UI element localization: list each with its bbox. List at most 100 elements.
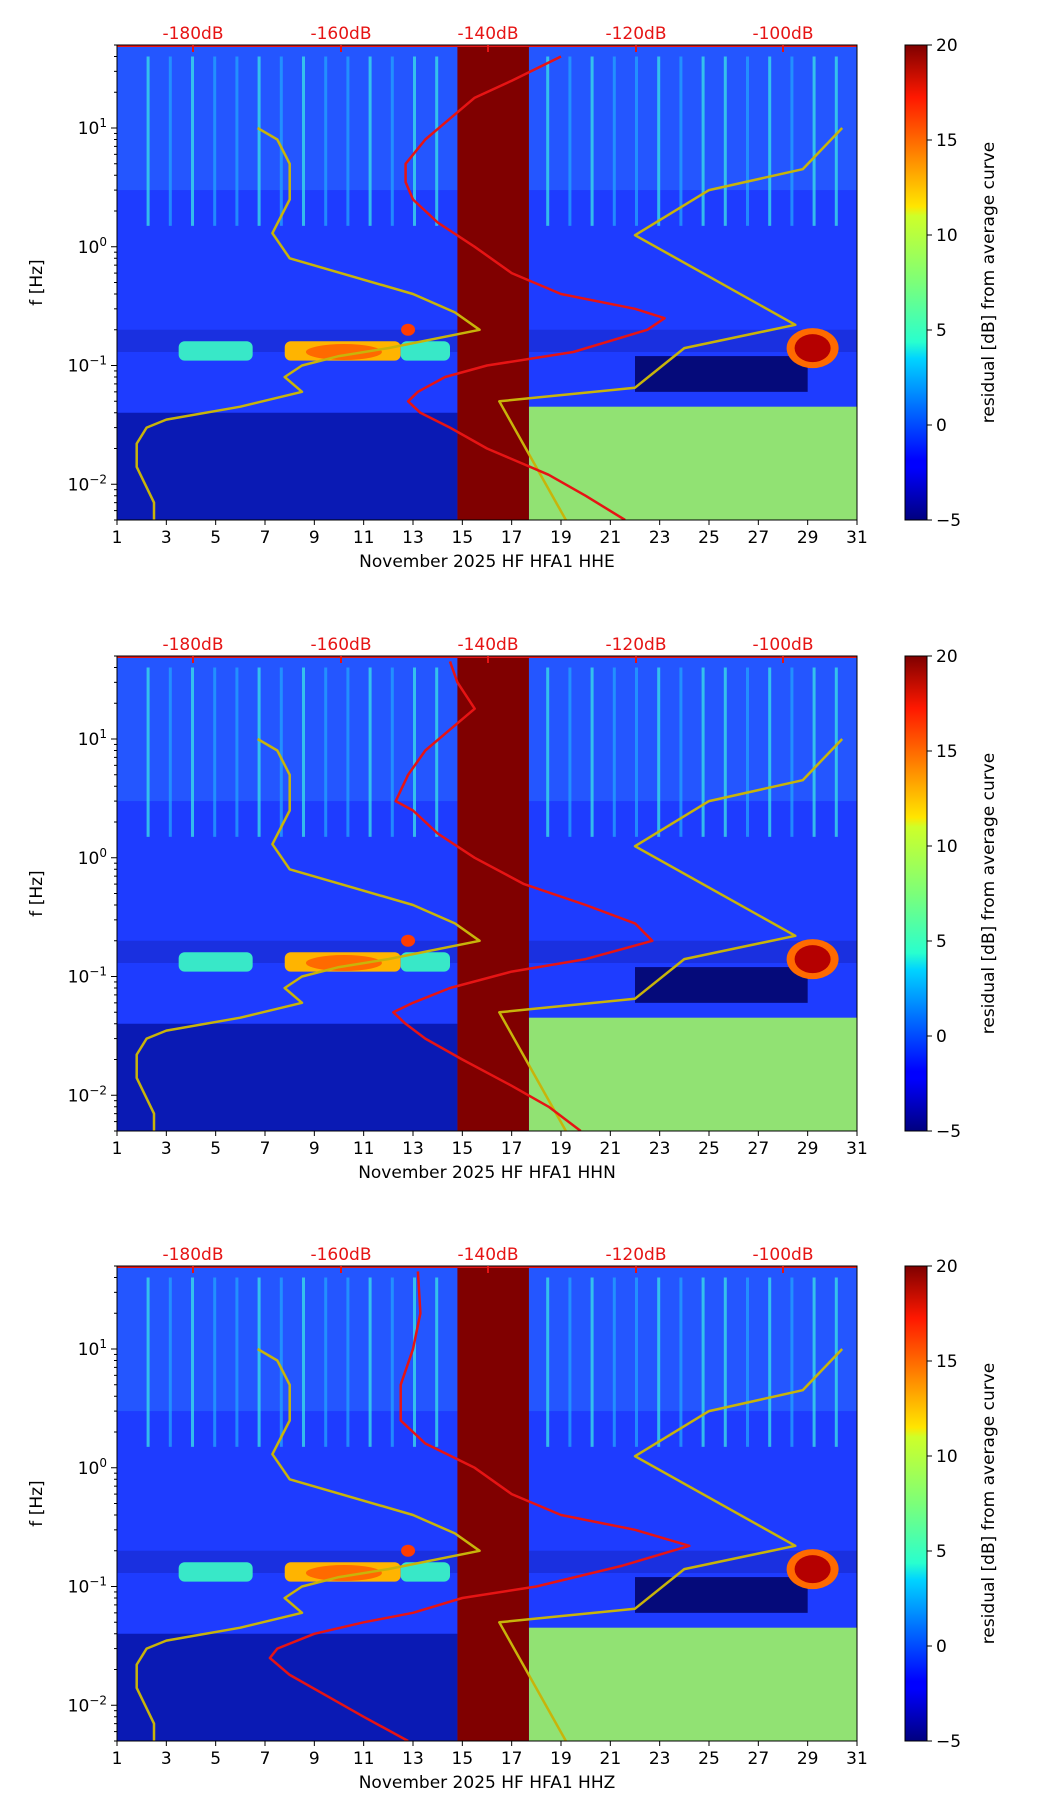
daily-streak <box>235 56 239 226</box>
top-db-label: -180dB <box>162 24 223 44</box>
daily-streak <box>279 1277 283 1447</box>
microseism-hotspot <box>305 1564 382 1581</box>
daily-streak <box>701 56 705 226</box>
y-tick-label: 101 <box>78 727 107 750</box>
x-tick-label: 13 <box>402 1139 424 1159</box>
x-tick-label: 5 <box>210 1749 221 1769</box>
daily-streak <box>324 56 328 226</box>
x-tick-label: 19 <box>550 528 572 548</box>
y-axis-label: f [Hz] <box>27 259 47 305</box>
y-tick-label: 10−2 <box>68 472 107 495</box>
x-axis-label: November 2025 HF HFA1 HHN <box>358 1163 616 1183</box>
colorbar-tick-label: 15 <box>936 742 958 762</box>
top-db-label: -100dB <box>752 1245 813 1265</box>
x-tick-label: 27 <box>748 528 770 548</box>
x-tick-label: 23 <box>649 1749 671 1769</box>
median-psd-line <box>404 55 666 520</box>
colorbar-tick-label: 10 <box>936 837 958 857</box>
quiet-band-right <box>635 967 808 1003</box>
spectrogram-image <box>117 656 857 1131</box>
daily-streak <box>701 1277 705 1447</box>
x-tick-label: 29 <box>797 528 819 548</box>
top-db-label: -160dB <box>310 24 371 44</box>
daily-streak <box>213 56 217 226</box>
x-tick-label: 1 <box>112 1749 123 1769</box>
daily-streak <box>679 56 683 226</box>
daily-streak <box>590 1277 594 1447</box>
daily-streak <box>235 667 239 837</box>
y-axis-label: f [Hz] <box>27 870 47 916</box>
x-tick-label: 3 <box>161 1749 172 1769</box>
x-tick-label: 25 <box>698 528 720 548</box>
y-tick-label: 10−1 <box>68 965 107 988</box>
microseism-hotspot <box>401 323 416 336</box>
x-tick-label: 9 <box>309 1139 320 1159</box>
daily-streak <box>368 56 372 226</box>
colorbar-tick-label: 15 <box>936 131 958 151</box>
daily-streak <box>790 667 794 837</box>
low-freq-quiet-region <box>117 412 458 520</box>
x-tick-label: 23 <box>649 528 671 548</box>
x-tick-label: 15 <box>452 1749 474 1769</box>
data-gap <box>457 1266 529 1741</box>
colorbar-tick-label: 20 <box>936 36 958 56</box>
daily-streak <box>257 667 261 837</box>
noise-model-line <box>135 126 481 520</box>
x-tick-label: 23 <box>649 1139 671 1159</box>
top-db-label: -100dB <box>752 24 813 44</box>
y-tick-label: 100 <box>78 235 107 258</box>
daily-streak <box>302 667 305 837</box>
daily-streak <box>168 56 172 226</box>
daily-streak <box>723 56 727 226</box>
daily-streak <box>191 667 194 837</box>
x-tick-label: 27 <box>748 1139 770 1159</box>
quiet-band-right <box>635 1577 808 1613</box>
microseism-patch <box>400 952 450 972</box>
daily-streak <box>435 1277 439 1447</box>
daily-streak <box>768 1277 772 1447</box>
x-tick-label: 25 <box>698 1139 720 1159</box>
colorbar <box>904 655 928 1132</box>
storm-core <box>794 334 831 363</box>
x-tick-label: 29 <box>797 1139 819 1159</box>
daily-streak <box>435 56 439 226</box>
daily-streak <box>302 1277 305 1447</box>
colorbar-tick-label: 10 <box>936 1447 958 1467</box>
noise-model-line <box>135 1347 481 1741</box>
x-tick-label: 31 <box>846 1139 868 1159</box>
daily-streak <box>168 667 172 837</box>
daily-streak <box>746 667 749 837</box>
x-tick-label: 31 <box>846 528 868 548</box>
daily-streak <box>635 1277 638 1447</box>
x-tick-label: 29 <box>797 1749 819 1769</box>
daily-streak <box>413 1277 416 1447</box>
daily-streak <box>790 56 794 226</box>
microseism-patch <box>178 341 253 361</box>
noise-model-line <box>498 1348 844 1741</box>
x-tick-label: 19 <box>550 1749 572 1769</box>
daily-streak <box>435 667 439 837</box>
daily-streak <box>834 667 838 837</box>
daily-streak <box>390 56 394 226</box>
x-tick-label: 1 <box>112 528 123 548</box>
x-tick-label: 7 <box>260 1749 271 1769</box>
daily-streak <box>324 667 328 837</box>
noise-model-line <box>498 738 844 1131</box>
top-db-label: -140dB <box>457 635 518 655</box>
top-db-label: -140dB <box>457 24 518 44</box>
x-tick-label: 21 <box>600 528 622 548</box>
daily-streak <box>146 1277 150 1447</box>
daily-streak <box>546 667 550 837</box>
daily-streak <box>213 1277 217 1447</box>
x-tick-label: 13 <box>402 1749 424 1769</box>
daily-streak <box>413 667 416 837</box>
daily-streak <box>768 667 772 837</box>
data-gap <box>457 45 529 520</box>
daily-streak <box>568 667 572 837</box>
daily-streak <box>235 1277 239 1447</box>
daily-streak <box>812 1277 816 1447</box>
daily-streak <box>146 667 150 837</box>
x-tick-label: 7 <box>260 1139 271 1159</box>
